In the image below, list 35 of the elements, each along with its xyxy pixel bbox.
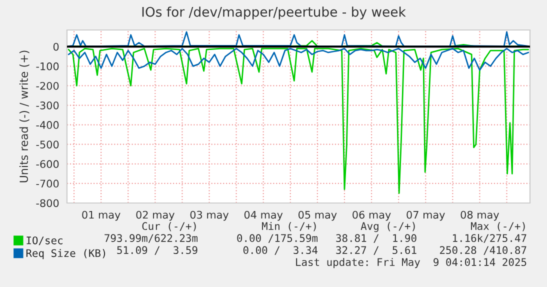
y-tick-label: -500 xyxy=(36,140,59,148)
line-series xyxy=(68,48,530,71)
y-tick-label: -600 xyxy=(36,160,59,168)
x-tick-label: 07 may xyxy=(406,210,445,221)
chart-title: IOs for /dev/mapper/peertube - by week xyxy=(142,6,406,20)
text: Min (-/+) xyxy=(262,222,316,232)
text: 38.81 / 1.90 xyxy=(336,234,416,243)
x-tick-label: 04 may xyxy=(244,210,283,221)
x-tick-label: 06 may xyxy=(352,210,391,221)
x-tick-label: 08 may xyxy=(460,210,500,221)
text: 793.99m/622.23m xyxy=(104,234,198,243)
y-tick-label: -100 xyxy=(36,62,59,70)
x-tick-label: 02 may xyxy=(136,210,174,221)
y-tick-label: -300 xyxy=(36,101,59,110)
x-tick-label: 05 may xyxy=(298,210,337,221)
text: 250.28 /410.87 xyxy=(440,246,526,255)
text: Cur (-/+) xyxy=(142,222,196,232)
text: Avg (-/+) xyxy=(360,222,415,232)
legend-label: Req Size (KB) xyxy=(26,249,106,260)
y-axis-title: Units read (-) / write (+) xyxy=(19,50,30,182)
text: 32.27 / 5.61 xyxy=(336,246,416,255)
text: Last update: Fri May 9 04:01:14 2025 xyxy=(296,258,526,268)
text: 0.00 /175.59m xyxy=(237,234,318,243)
y-tick-label: -700 xyxy=(36,180,59,188)
y-tick-label: -400 xyxy=(36,121,59,129)
text: 51.09 / 3.59 xyxy=(117,246,198,255)
text: Max (-/+) xyxy=(470,222,525,232)
y-tick-label: -200 xyxy=(36,82,59,90)
x-tick-label: 01 may xyxy=(82,210,120,221)
text: 0.00 / 3.34 xyxy=(243,246,318,255)
y-tick-label: 0 xyxy=(53,42,59,51)
y-tick-label: -800 xyxy=(36,199,59,208)
x-tick-label: 03 may xyxy=(190,210,229,221)
legend-label: IO/sec xyxy=(26,236,62,246)
text: 1.16k/275.47 xyxy=(453,234,526,243)
